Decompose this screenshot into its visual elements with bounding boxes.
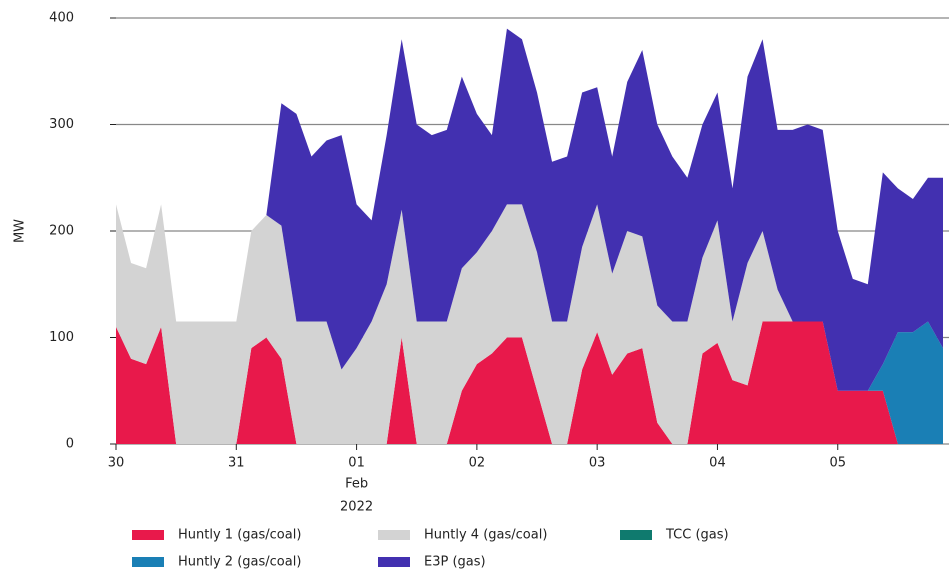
legend-label: Huntly 4 (gas/coal) [424, 528, 547, 543]
legend-label: Huntly 2 (gas/coal) [178, 555, 301, 570]
y-tick-label: 400 [49, 11, 74, 26]
legend-swatch [378, 557, 410, 567]
x-tick-label: 03 [589, 456, 606, 471]
x-tick-label: 04 [709, 456, 726, 471]
area [116, 28, 943, 391]
legend-swatch [378, 530, 410, 540]
areas [116, 28, 943, 444]
x-tick-label: 31 [228, 456, 245, 471]
area [116, 204, 943, 444]
x-tick-label: 05 [829, 456, 846, 471]
x-tick-label: 30 [108, 456, 125, 471]
y-axis-label: MW [13, 219, 28, 243]
axes: 0 100 200 300 400 30 31 01 02 03 04 05 Feb 2022 [49, 11, 846, 515]
y-tick-label: 100 [49, 330, 74, 345]
area [116, 321, 943, 444]
y-tick-label: 0 [66, 437, 74, 452]
legend-label: Huntly 1 (gas/coal) [178, 528, 301, 543]
legend: Huntly 1 (gas/coal) Huntly 2 (gas/coal) Hu… [132, 528, 729, 570]
x-tick-label: 02 [469, 456, 486, 471]
y-tick-label: 200 [49, 224, 74, 239]
legend-label: TCC (gas) [665, 528, 729, 543]
legend-swatch [132, 557, 164, 567]
legend-swatch [132, 530, 164, 540]
x-tick-label: 01 [348, 456, 365, 471]
x-year-label: 2022 [340, 500, 373, 515]
legend-swatch [620, 530, 652, 540]
legend-label: E3P (gas) [424, 555, 486, 570]
x-month-label: Feb [345, 477, 368, 492]
y-tick-label: 300 [49, 117, 74, 132]
